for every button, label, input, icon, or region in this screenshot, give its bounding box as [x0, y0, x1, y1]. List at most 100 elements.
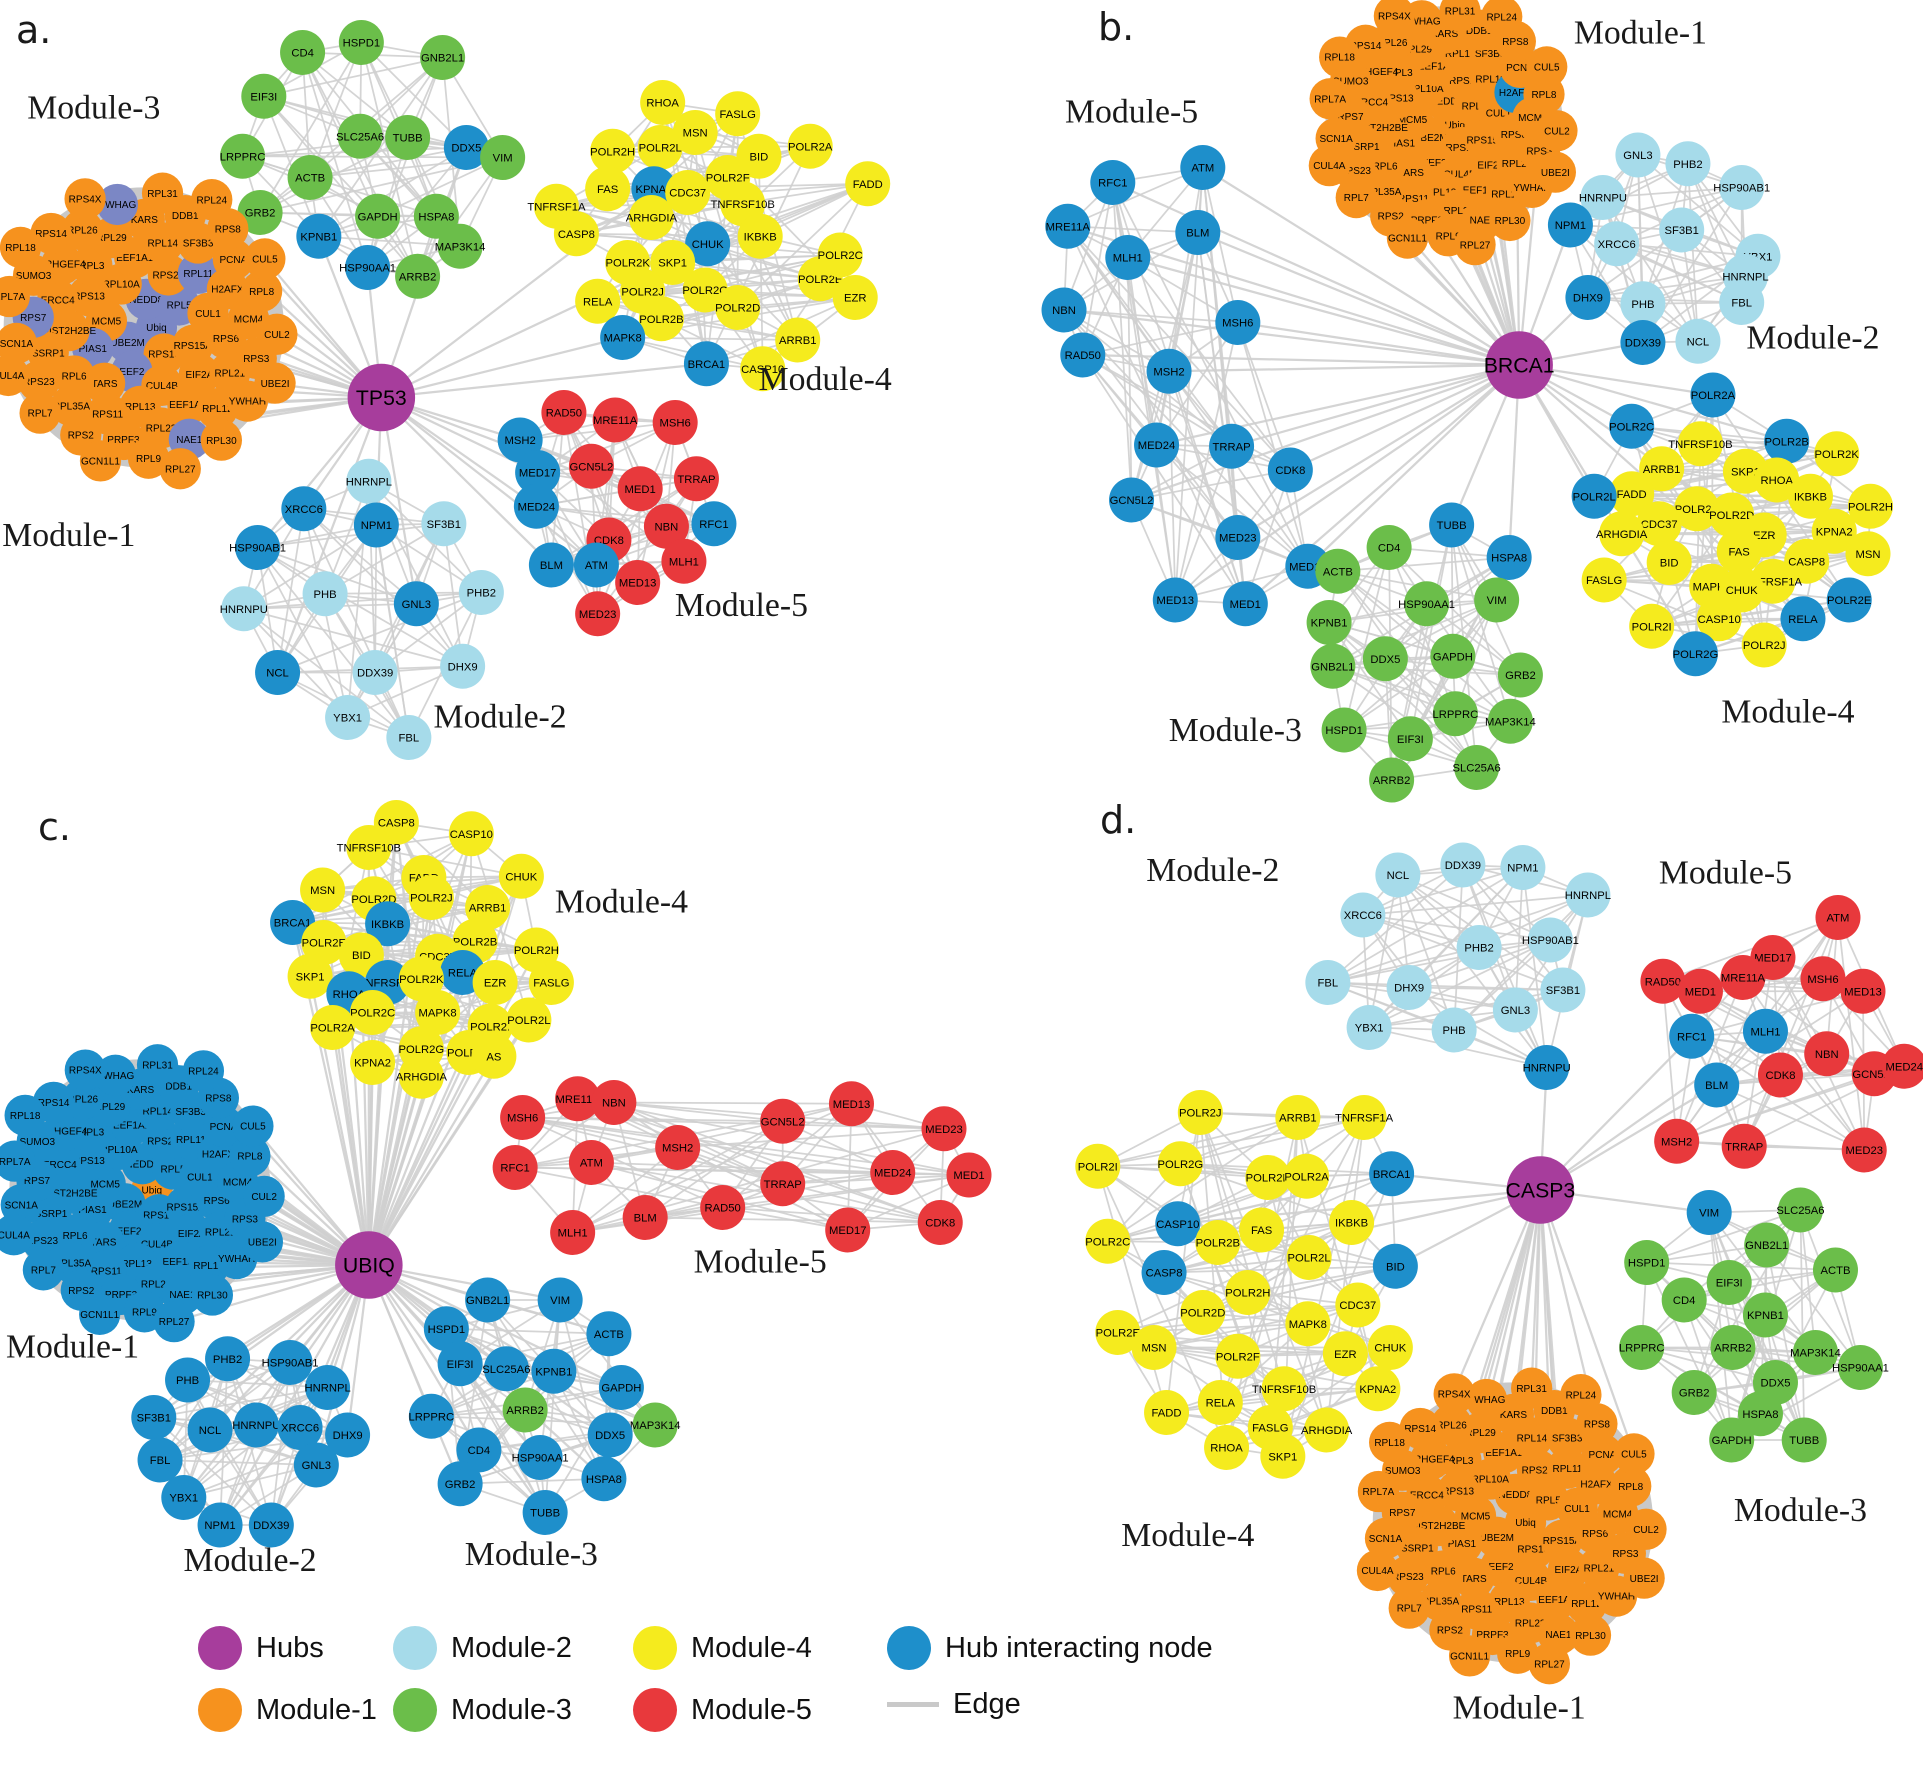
- hub-label-BRCA1: BRCA1: [1484, 354, 1555, 378]
- node-ACTB: [287, 155, 333, 200]
- node-CUL2: [1536, 110, 1578, 152]
- node-label-CHUK: CHUK: [1374, 1343, 1406, 1355]
- node-label-RPL35A: RPL35A: [1364, 187, 1402, 198]
- node-label-CUL4B: CUL4B: [146, 381, 179, 392]
- node-label-HSP90AB1: HSP90AB1: [229, 543, 286, 555]
- node-POLR2J: [408, 875, 454, 920]
- node-label-GRB2: GRB2: [1679, 1388, 1710, 1400]
- node-label-DDB1: DDB1: [172, 211, 199, 222]
- node-label-RELA: RELA: [448, 968, 478, 980]
- node-TUBB: [1781, 1417, 1827, 1463]
- node-label-CUL4A: CUL4A: [0, 371, 25, 382]
- module-label-module-2: Module-2: [184, 1542, 317, 1579]
- panel-letter-d: d.: [1100, 798, 1137, 842]
- node-label-POLR2F: POLR2F: [447, 1048, 491, 1060]
- node-label-MED24: MED24: [1138, 440, 1176, 452]
- node-label-CHUK: CHUK: [505, 871, 537, 883]
- module-module-3: CD4 HSPD1 GNB2L1 EIF3I SLC25A6 TUBB DDX5 VIM LRP…: [220, 20, 526, 299]
- node-PHB2: [1665, 141, 1711, 187]
- node-label-MED23: MED23: [579, 609, 617, 621]
- node-label-GNL3: GNL3: [1501, 1005, 1530, 1017]
- node-label-RHOA: RHOA: [333, 989, 366, 1001]
- node-SF3B1: [1659, 207, 1705, 253]
- node-label-POLR2A: POLR2A: [1691, 390, 1736, 402]
- node-label-TRRAP: TRRAP: [1725, 1141, 1763, 1153]
- node-label-NAE1: NAE1: [169, 1290, 196, 1301]
- node-RPL7A: [1309, 78, 1351, 120]
- node-LRPPRC: [1619, 1325, 1665, 1370]
- node-label-POLR2B: POLR2B: [1765, 436, 1809, 448]
- node-label-NAE1: NAE1: [1470, 215, 1497, 226]
- node-label-EEF1A1: EEF1A1: [1418, 61, 1456, 72]
- node-GRB2: [237, 190, 283, 235]
- hub-node-BRCA1: [1485, 331, 1553, 399]
- node-label-POLR2D: POLR2D: [1709, 510, 1754, 522]
- node-SLC25A6: [1454, 745, 1500, 790]
- node-label-PCNA: PCNA: [219, 255, 247, 266]
- module-label-module-4: Module-4: [555, 884, 688, 921]
- node-label-GCN5L2: GCN5L2: [570, 461, 614, 473]
- node-label-CDC37: CDC37: [1339, 1300, 1376, 1312]
- node-CDC37: [1335, 1282, 1381, 1328]
- node-label-RPL12: RPL12: [193, 1261, 224, 1272]
- node-label-RPL9: RPL9: [132, 1307, 157, 1318]
- node-label-MLH1: MLH1: [669, 556, 699, 568]
- node-FADD: [845, 161, 891, 207]
- node-label-RPS14: RPS14: [1404, 1424, 1436, 1435]
- node-RPL7: [19, 392, 61, 434]
- node-label-MAP3K14: MAP3K14: [1790, 1348, 1841, 1360]
- node-label-POLR2G: POLR2G: [682, 285, 728, 297]
- node-MED23: [1215, 515, 1261, 560]
- node-label-GCN1L1: GCN1L1: [80, 1310, 119, 1321]
- node-label-RPS2: RPS2: [1437, 1626, 1464, 1637]
- node-label-GCN1L1: GCN1L1: [1450, 1652, 1489, 1663]
- node-label-TRRAP: TRRAP: [1212, 441, 1250, 453]
- node-label-DDB1: DDB1: [165, 1081, 192, 1092]
- node-TNFRSF1A: [1341, 1095, 1387, 1140]
- node-label-TARS: TARS: [91, 1238, 117, 1249]
- node-label-BID: BID: [352, 950, 371, 962]
- node-DDX5: [1362, 636, 1408, 682]
- node-MAP3K14: [632, 1402, 678, 1448]
- panel-letter-b: b.: [1098, 5, 1135, 49]
- node-XRCC6: [1340, 892, 1386, 938]
- node-label-SLC25A6: SLC25A6: [482, 1364, 530, 1376]
- node-label-PHB: PHB: [314, 589, 337, 601]
- node-HSPD1: [1624, 1240, 1670, 1285]
- node-label-GCN5L2: GCN5L2: [1852, 1069, 1896, 1081]
- node-label-RPL10A: RPL10A: [1472, 1475, 1510, 1486]
- node-NCL: [1675, 318, 1721, 364]
- node-label-MED23: MED23: [1219, 533, 1257, 545]
- node-TNFRSF10B: [346, 825, 392, 870]
- node-GNB2L1: [420, 35, 466, 80]
- node-KPNA2: [350, 1040, 396, 1085]
- node-label-RPL27: RPL27: [159, 1317, 190, 1328]
- node-POLR2C: [817, 232, 863, 278]
- node-VIM: [1474, 577, 1520, 623]
- node-label-TNFRSF10B: TNFRSF10B: [1252, 1384, 1316, 1396]
- node-FBL: [137, 1437, 183, 1483]
- node-label-MSH6: MSH6: [507, 1113, 538, 1125]
- node-label-RPL29: RPL29: [95, 1102, 126, 1113]
- hub-node-CASP3: [1506, 1156, 1575, 1224]
- node-label-SLC25A6: SLC25A6: [1776, 1205, 1824, 1217]
- node-label-RPS3: RPS3: [1612, 1549, 1639, 1560]
- node-RPL31: [1511, 1367, 1553, 1409]
- node-label-DDX5: DDX5: [451, 143, 481, 155]
- node-PHB2: [205, 1336, 251, 1382]
- node-label-HNRNPL: HNRNPL: [304, 1383, 350, 1395]
- node-label-POLR2A: POLR2A: [1284, 1171, 1329, 1183]
- node-POLR2E: [1095, 1310, 1141, 1355]
- node-KPNB1: [1306, 600, 1352, 645]
- node-GNL3: [1492, 987, 1538, 1033]
- node-MRE11A: [1720, 955, 1766, 1000]
- node-label-PIAS1: PIAS1: [78, 1205, 107, 1216]
- node-label-RPS8: RPS8: [1584, 1419, 1611, 1430]
- node-label-MED24: MED24: [1885, 1061, 1923, 1073]
- node-label-MLH1: MLH1: [1113, 253, 1143, 265]
- node-POLR2C: [1085, 1218, 1131, 1264]
- node-label-MED23: MED23: [1845, 1145, 1883, 1157]
- node-BRCA1: [683, 341, 729, 387]
- node-label-EEF2: EEF2: [1489, 1562, 1514, 1573]
- node-label-ACTB: ACTB: [594, 1329, 624, 1341]
